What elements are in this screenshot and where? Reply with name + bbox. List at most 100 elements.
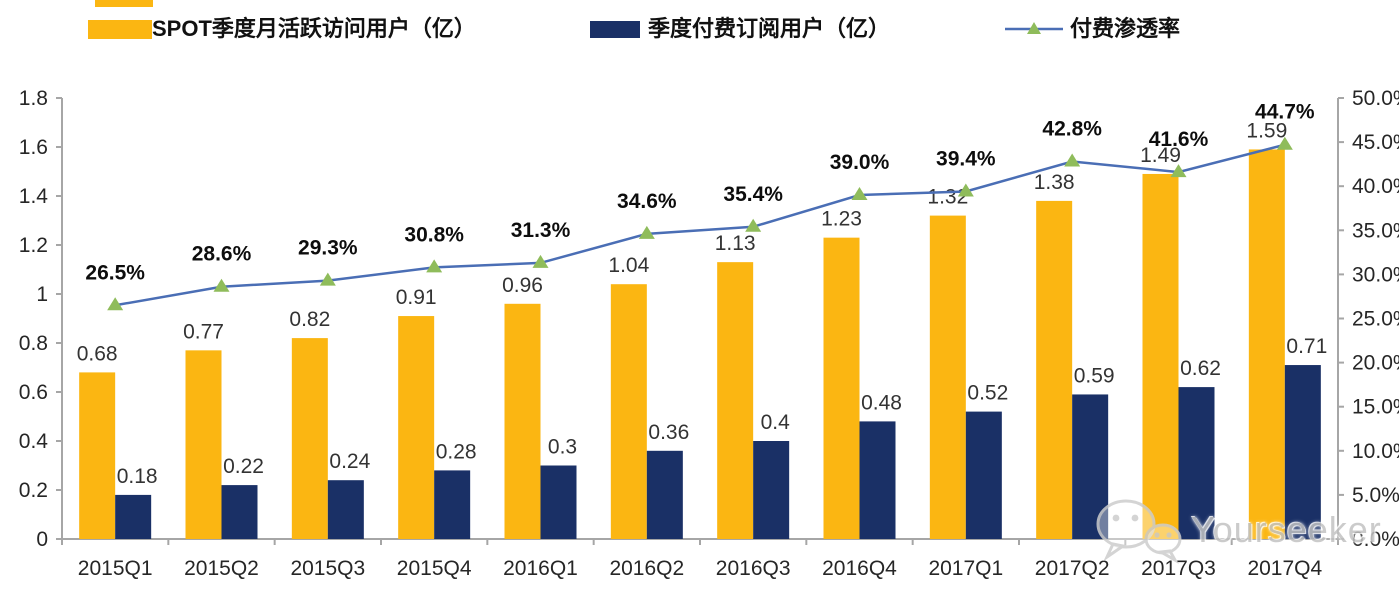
bar-subscribers-2015Q1 [115, 494, 152, 539]
watermark-text: Yourseeker [1191, 509, 1382, 550]
line-marker-2016Q4 [851, 187, 868, 201]
bar-label-subscribers-2015Q4: 0.28 [436, 440, 477, 463]
y-axis-left-tick-label: 0.8 [19, 332, 48, 355]
penetration-label-2017Q1: 39.4% [936, 147, 996, 170]
x-axis-label-2017Q2: 2017Q2 [1035, 557, 1110, 580]
watermark: Yourseeker [1093, 494, 1382, 566]
legend-item-mau: SPOT季度月活跃访问用户（亿） [88, 14, 476, 44]
bar-mau-2017Q4 [1248, 149, 1285, 539]
x-axis-label-2016Q3: 2016Q3 [716, 557, 791, 580]
y-axis-left-tick-label: 0.4 [19, 430, 49, 453]
bar-subscribers-2016Q4 [859, 421, 896, 539]
line-marker-2017Q3 [1170, 164, 1187, 178]
bar-label-subscribers-2016Q3: 0.4 [761, 411, 791, 434]
y-axis-left-tick-label: 0.6 [19, 381, 48, 404]
y-axis-right-tick-label: 30.0% [1352, 263, 1399, 286]
bar-subscribers-2016Q3 [753, 441, 790, 539]
line-marker-2017Q1 [957, 183, 974, 197]
x-axis-label-2015Q3: 2015Q3 [290, 557, 365, 580]
legend-item-penetration: 付费渗透率 [1005, 14, 1180, 44]
bar-label-subscribers-2016Q2: 0.36 [648, 421, 689, 444]
bar-label-mau-2016Q2: 1.04 [608, 254, 649, 277]
line-marker-2015Q3 [319, 272, 336, 286]
bar-label-subscribers-2017Q1: 0.52 [967, 382, 1008, 405]
y-axis-left-tick-label: 0 [36, 528, 48, 551]
y-axis-left-tick-label: 1.4 [19, 185, 49, 208]
penetration-label-2016Q3: 35.4% [723, 183, 783, 206]
mau-legend-swatch [88, 19, 152, 39]
x-axis-label-2016Q1: 2016Q1 [503, 557, 578, 580]
line-marker-2016Q2 [638, 225, 655, 239]
bar-label-subscribers-2015Q2: 0.22 [223, 455, 264, 478]
penetration-label-2016Q4: 39.0% [830, 151, 890, 174]
line-marker-2017Q2 [1064, 153, 1081, 167]
y-axis-right-tick-label: 45.0% [1352, 131, 1399, 154]
penetration-label-2016Q1: 31.3% [511, 219, 571, 242]
bar-label-mau-2017Q2: 1.38 [1034, 171, 1075, 194]
bar-label-mau-2015Q1: 0.68 [77, 342, 118, 365]
bar-mau-2016Q2 [610, 284, 647, 539]
y-axis-left-tick-label: 0.2 [19, 479, 48, 502]
y-axis-right-tick-label: 10.0% [1352, 440, 1399, 463]
subscribers-legend-swatch [590, 20, 640, 38]
y-axis-right-tick-label: 0.0% [1352, 528, 1399, 551]
wechat-icon [1096, 499, 1182, 564]
x-axis-label-2017Q4: 2017Q4 [1247, 557, 1322, 580]
penetration-label-2017Q2: 42.8% [1042, 118, 1102, 141]
bar-label-mau-2017Q4: 1.59 [1246, 119, 1287, 142]
line-marker-2015Q2 [213, 278, 230, 292]
bar-mau-2015Q1 [79, 372, 116, 539]
y-axis-left-tick-label: 1.2 [19, 234, 48, 257]
bar-label-mau-2015Q3: 0.82 [289, 308, 330, 331]
penetration-label-2015Q4: 30.8% [404, 223, 464, 246]
x-axis-label-2016Q2: 2016Q2 [609, 557, 684, 580]
mau-legend-label: SPOT季度月活跃访问用户（亿） [152, 16, 476, 41]
bar-subscribers-2015Q4 [434, 470, 471, 539]
bar-mau-2017Q1 [929, 215, 966, 539]
y-axis-left-tick-label: 1.8 [19, 87, 48, 110]
y-axis-right-tick-label: 50.0% [1352, 87, 1399, 110]
line-marker-2016Q1 [532, 254, 549, 268]
bar-label-mau-2015Q4: 0.91 [396, 286, 437, 309]
y-axis-right-tick-label: 20.0% [1352, 352, 1399, 375]
bar-mau-2015Q2 [185, 350, 222, 539]
bar-label-subscribers-2017Q3: 0.62 [1180, 357, 1221, 380]
penetration-legend-label: 付费渗透率 [1070, 16, 1181, 41]
bar-mau-2016Q1 [504, 303, 541, 539]
penetration-label-2015Q3: 29.3% [298, 237, 358, 260]
y-axis-right-tick-label: 35.0% [1352, 219, 1399, 242]
x-axis-label-2015Q4: 2015Q4 [397, 557, 472, 580]
bar-subscribers-2015Q3 [327, 480, 364, 539]
x-axis-label-2017Q3: 2017Q3 [1141, 557, 1216, 580]
bar-subscribers-2017Q1 [965, 411, 1002, 539]
y-axis-left-tick-label: 1.6 [19, 136, 48, 159]
bar-mau-2017Q2 [1036, 200, 1073, 539]
bar-label-subscribers-2017Q4: 0.71 [1286, 335, 1327, 358]
bar-mau-2017Q3 [1142, 173, 1179, 539]
bar-label-subscribers-2016Q1: 0.3 [548, 436, 577, 459]
line-marker-2016Q3 [745, 218, 762, 232]
bar-label-mau-2017Q1: 1.32 [927, 186, 968, 209]
penetration-label-2017Q3: 41.6% [1149, 128, 1209, 151]
bar-subscribers-2017Q3 [1178, 387, 1215, 539]
line-marker-2017Q4 [1276, 136, 1293, 150]
line-marker-2015Q1 [107, 297, 124, 311]
penetration-line [114, 143, 1286, 307]
bar-label-subscribers-2017Q2: 0.59 [1074, 364, 1115, 387]
y-axis-right-tick-label: 15.0% [1352, 396, 1399, 419]
penetration-label-2015Q1: 26.5% [85, 261, 145, 284]
bar-label-mau-2016Q3: 1.13 [715, 232, 756, 255]
bar-label-mau-2017Q3: 1.49 [1140, 144, 1181, 167]
x-axis-label-2017Q1: 2017Q1 [928, 557, 1003, 580]
penetration-label-2015Q2: 28.6% [192, 243, 252, 266]
penetration-legend-line-icon [1005, 22, 1063, 34]
bar-subscribers-2015Q2 [221, 485, 258, 539]
bar-mau-2016Q4 [823, 237, 860, 539]
bar-subscribers-2017Q2 [1072, 394, 1109, 539]
bar-mau-2016Q3 [717, 262, 754, 539]
bar-label-subscribers-2015Q1: 0.18 [117, 465, 158, 488]
bar-label-mau-2016Q1: 0.96 [502, 274, 543, 297]
bar-subscribers-2017Q4 [1284, 365, 1321, 539]
